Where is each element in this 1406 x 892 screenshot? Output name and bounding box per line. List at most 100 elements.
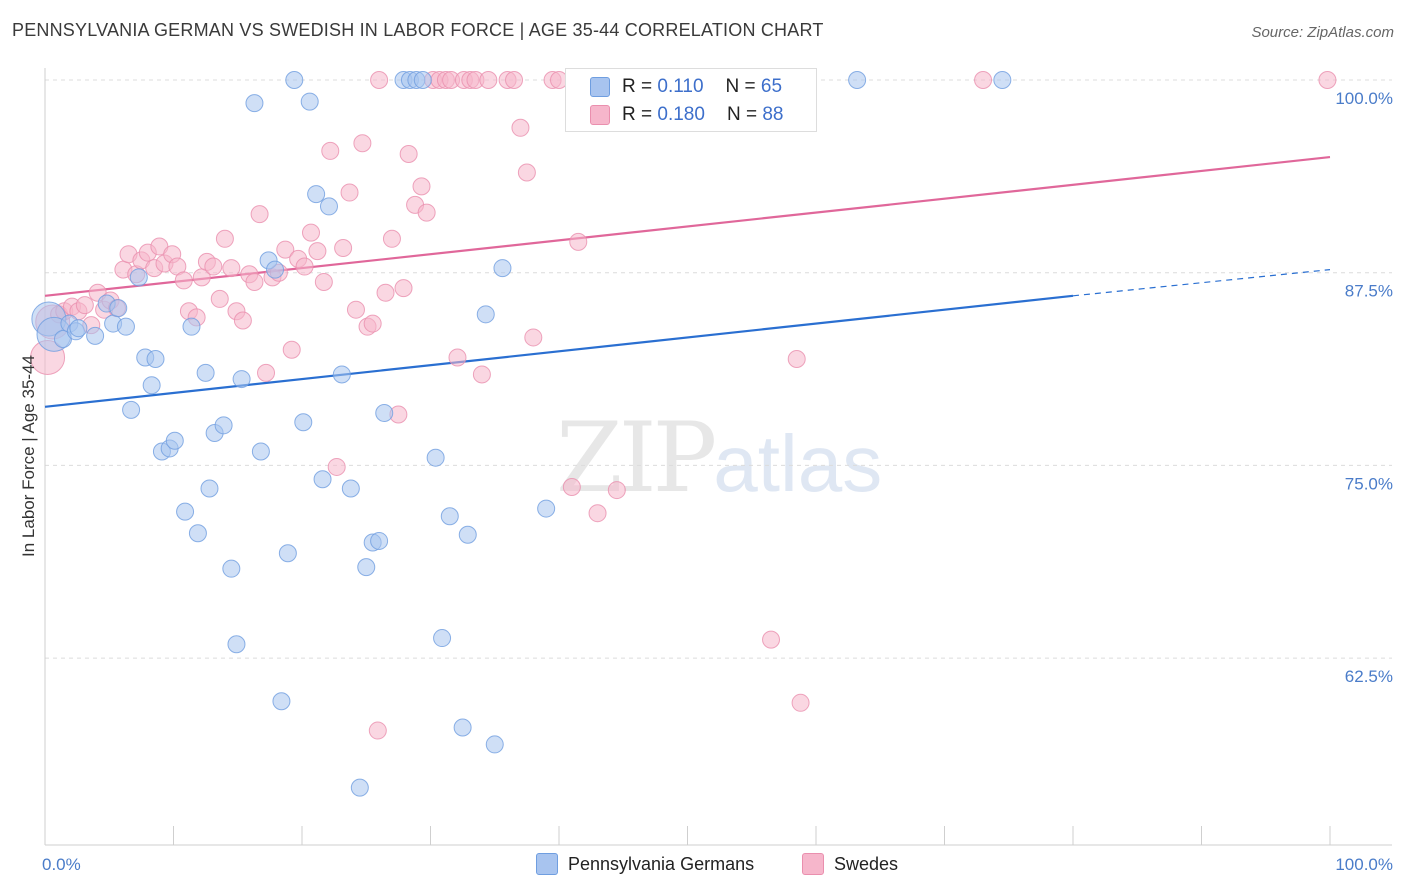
data-point: [276, 240, 295, 259]
data-point: [448, 348, 467, 367]
grid-lines: [45, 79, 1392, 659]
data-point: [334, 239, 353, 258]
watermark-atlas: atlas: [713, 419, 883, 508]
data-point: [174, 271, 193, 290]
data-point: [313, 470, 332, 489]
legend-row-pennsylvania-germans: R = 0.110 N = 65: [590, 75, 782, 99]
data-point: [511, 118, 530, 137]
data-point: [517, 163, 536, 182]
data-point: [588, 504, 607, 523]
data-point: [266, 260, 285, 279]
x-tick-label: 0.0%: [42, 855, 81, 874]
data-point: [505, 71, 524, 89]
data-point: [222, 259, 241, 278]
data-point: [1318, 71, 1337, 89]
legend-swatch-blue: [590, 77, 610, 97]
data-point: [319, 197, 338, 216]
data-point: [245, 272, 264, 291]
correlation-legend: R = 0.110 N = 65 R = 0.180 N = 88: [565, 68, 817, 132]
data-point: [569, 232, 588, 251]
data-point: [848, 71, 867, 89]
data-point: [75, 296, 94, 315]
legend-row-swedes: R = 0.180 N = 88: [590, 103, 783, 127]
data-point: [412, 177, 431, 196]
legend-r-label: R =: [622, 76, 653, 97]
data-point: [109, 299, 128, 318]
data-point: [346, 300, 365, 319]
data-point: [476, 305, 495, 324]
axis-labels: 62.5% 75.0% 87.5% 100.0% 0.0% 100.0% In Labor …: [19, 89, 1393, 874]
data-point: [787, 350, 806, 369]
data-point: [250, 205, 269, 224]
data-point: [382, 229, 401, 248]
y-tick-label: 62.5%: [1345, 667, 1393, 686]
data-point: [129, 268, 148, 287]
legend-n-label: N =: [725, 76, 756, 97]
data-point: [357, 558, 376, 577]
data-point: [245, 94, 264, 113]
data-point: [472, 365, 491, 384]
y-tick-label: 87.5%: [1345, 282, 1393, 301]
data-point: [974, 71, 993, 89]
data-point: [251, 442, 270, 461]
data-point: [204, 257, 223, 276]
data-point: [453, 718, 472, 737]
data-point: [200, 479, 219, 498]
data-point: [282, 340, 301, 359]
series-swedes: [30, 71, 1337, 740]
series-pennsylvania-germans: [31, 71, 1012, 797]
watermark-zip: ZIP: [556, 402, 717, 514]
legend-r-value: 0.110: [657, 76, 704, 97]
data-point: [368, 721, 387, 740]
data-point: [176, 502, 195, 521]
data-point: [413, 71, 432, 89]
data-point: [327, 457, 346, 476]
data-points: [30, 71, 1337, 797]
trend-line-swedes: [44, 155, 1331, 297]
data-point: [308, 242, 327, 261]
data-point: [426, 448, 445, 467]
data-point: [272, 692, 291, 711]
data-point: [562, 477, 581, 496]
trend-line-pennsylvania-germans: [44, 294, 1074, 408]
data-point: [285, 71, 304, 89]
data-point: [458, 525, 477, 544]
data-point: [295, 257, 314, 276]
data-point: [493, 259, 512, 278]
data-point: [182, 317, 201, 336]
data-point: [69, 319, 88, 338]
watermark: ZIPatlas: [556, 402, 882, 514]
data-point: [142, 376, 161, 395]
data-point: [370, 531, 389, 550]
data-point: [350, 778, 369, 797]
data-point: [146, 350, 165, 369]
trend-lines: [44, 155, 1331, 408]
x-tick-label: 100.0%: [1335, 855, 1393, 874]
data-point: [363, 314, 382, 333]
data-point: [993, 71, 1012, 89]
data-point: [353, 134, 372, 153]
data-point: [294, 413, 313, 432]
y-tick-label: 75.0%: [1345, 474, 1393, 493]
data-point: [399, 144, 418, 163]
data-point: [340, 183, 359, 202]
data-point: [375, 403, 394, 422]
data-point: [214, 416, 233, 435]
data-point: [210, 289, 229, 308]
data-point: [479, 71, 498, 89]
data-point: [215, 229, 234, 248]
data-point: [524, 328, 543, 347]
legend-swatch-pink: [590, 105, 610, 125]
data-point: [116, 317, 135, 336]
data-point: [301, 223, 320, 242]
data-point: [394, 279, 413, 298]
legend-item-pennsylvania-germans: Pennsylvania Germans: [536, 852, 754, 876]
legend-r-label: R =: [622, 104, 653, 125]
legend-swatch-pink: [802, 853, 824, 875]
data-point: [485, 735, 504, 754]
data-point: [321, 141, 340, 160]
chart-title: PENNSYLVANIA GERMAN VS SWEDISH IN LABOR …: [12, 20, 824, 40]
data-point: [86, 326, 105, 345]
data-point: [370, 71, 389, 89]
data-point: [278, 544, 297, 563]
